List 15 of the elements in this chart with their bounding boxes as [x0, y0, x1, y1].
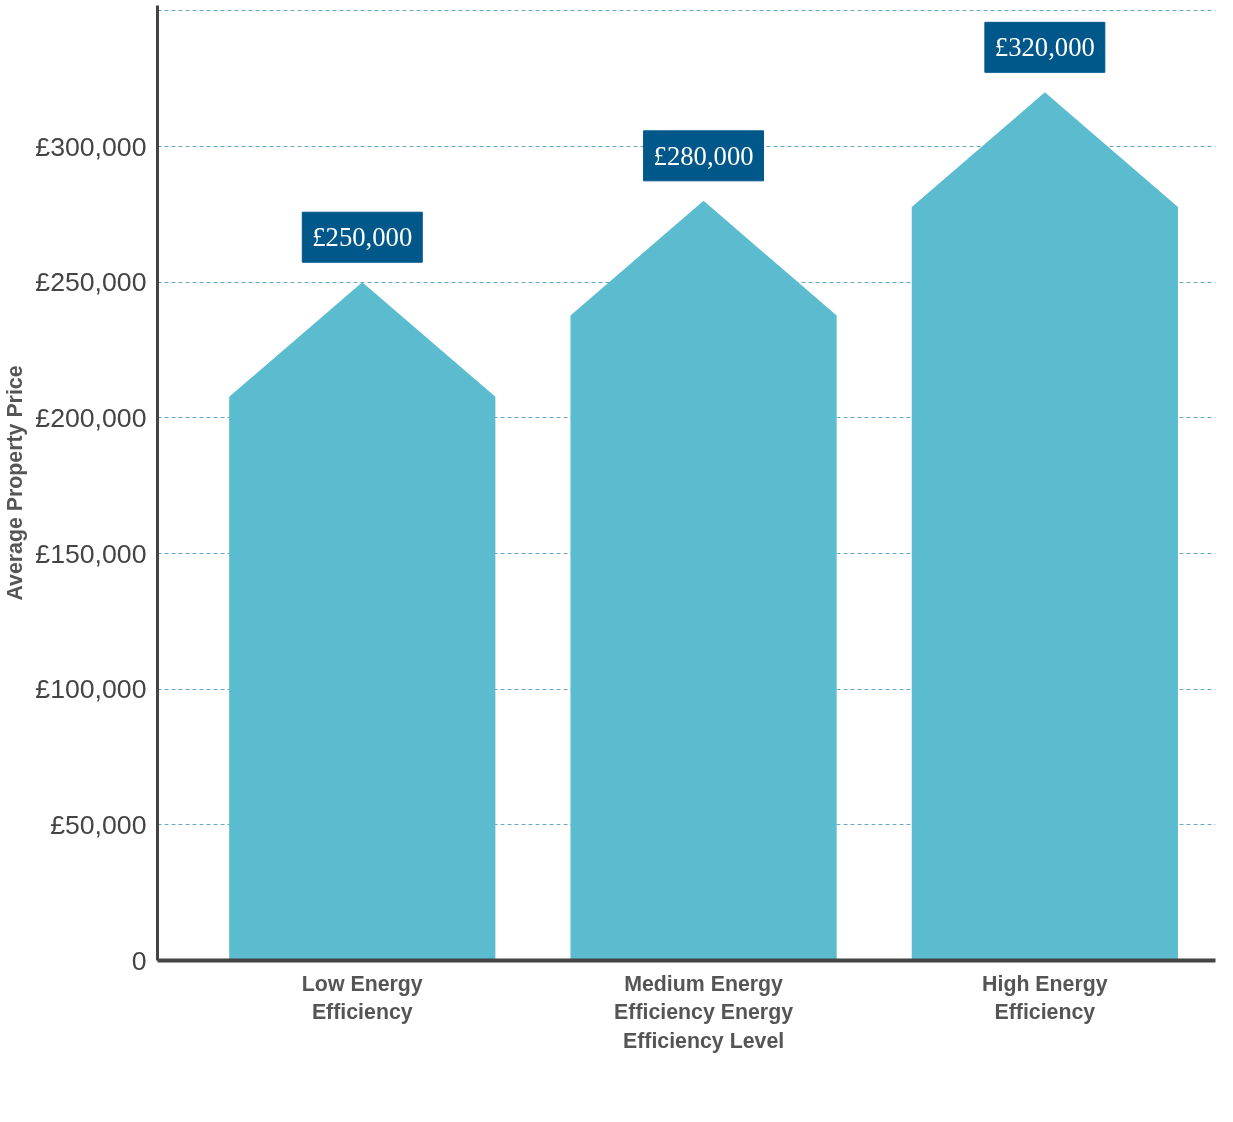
y-tick-label: £200,000	[35, 402, 147, 433]
y-axis-title: Average Property Price	[3, 365, 28, 601]
data-label: £280,000	[653, 140, 754, 171]
bar	[911, 92, 1178, 961]
y-tick-label: £300,000	[35, 131, 147, 162]
data-label: £320,000	[994, 32, 1095, 63]
y-tick-label: 0	[131, 945, 147, 976]
y-tick-label: £50,000	[50, 809, 147, 840]
y-tick-label: £100,000	[35, 674, 147, 705]
y-tick-label: £150,000	[35, 538, 147, 569]
x-tick-label: Low Energy Efficiency	[301, 971, 423, 1025]
data-label: £250,000	[312, 222, 413, 253]
y-tick-label: £250,000	[35, 267, 147, 298]
x-tick-label: Medium Energy Efficiency Energy Efficiency Level	[614, 971, 794, 1054]
x-tick-label: High Energy Efficiency	[982, 971, 1108, 1025]
